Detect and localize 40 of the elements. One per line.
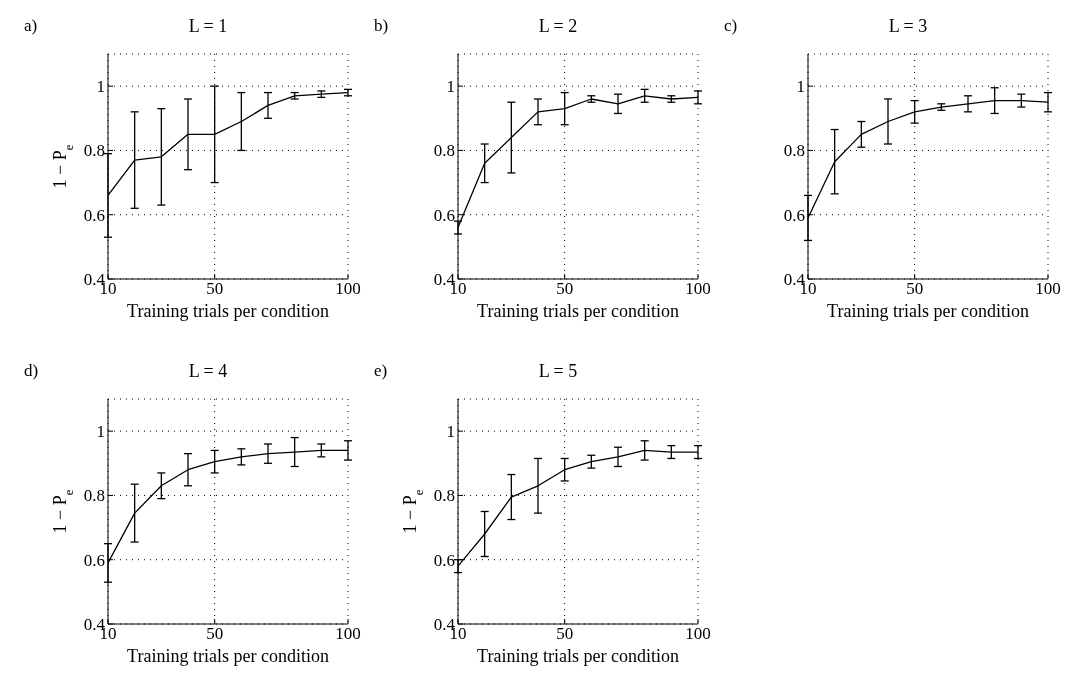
x-tick-label: 50 <box>906 279 924 299</box>
text: c) <box>724 16 738 36</box>
y-tick-label: 1 <box>796 77 805 97</box>
y-tick-label: 0.8 <box>83 486 105 506</box>
text: b) <box>374 16 389 36</box>
x-axis-title: Training trials per condition <box>477 646 679 666</box>
y-tick-label: 0.6 <box>783 205 805 225</box>
x-axis-title: Training trials per condition <box>127 646 329 666</box>
x-tick-label: 100 <box>685 279 711 299</box>
x-axis-title: Training trials per condition <box>827 301 1029 321</box>
y-tick-label: 0.8 <box>83 141 105 161</box>
chart-title: L = 4 <box>187 361 229 382</box>
text: d) <box>24 361 39 381</box>
text: e) <box>374 361 388 381</box>
y-tick-label: 0.8 <box>433 486 455 506</box>
x-tick-label: 100 <box>335 279 361 299</box>
x-tick-label: 50 <box>206 279 224 299</box>
y-tick-label: 0.6 <box>83 550 105 570</box>
y-tick-label: 0.6 <box>433 205 455 225</box>
x-tick-label: 50 <box>556 279 574 299</box>
chart-title: L = 3 <box>887 16 929 37</box>
y-tick-label: 1 <box>96 422 105 442</box>
x-tick-label: 100 <box>1035 279 1061 299</box>
x-tick-label: 100 <box>335 624 361 644</box>
text: a) <box>24 16 38 36</box>
y-tick-label: 0.6 <box>433 550 455 570</box>
y-tick-label: 0.8 <box>433 141 455 161</box>
y-tick-label: 0.6 <box>83 205 105 225</box>
x-axis-title: Training trials per condition <box>127 301 329 321</box>
x-tick-label: 100 <box>685 624 711 644</box>
y-tick-label: 1 <box>446 422 455 442</box>
x-tick-label: 50 <box>206 624 224 644</box>
chart-title: L = 5 <box>537 361 579 382</box>
y-tick-label: 1 <box>96 77 105 97</box>
chart-title: L = 2 <box>537 16 579 37</box>
x-axis-title: Training trials per condition <box>477 301 679 321</box>
y-tick-label: 1 <box>446 77 455 97</box>
y-tick-label: 0.8 <box>783 141 805 161</box>
chart-title: L = 1 <box>187 16 229 37</box>
x-tick-label: 50 <box>556 624 574 644</box>
